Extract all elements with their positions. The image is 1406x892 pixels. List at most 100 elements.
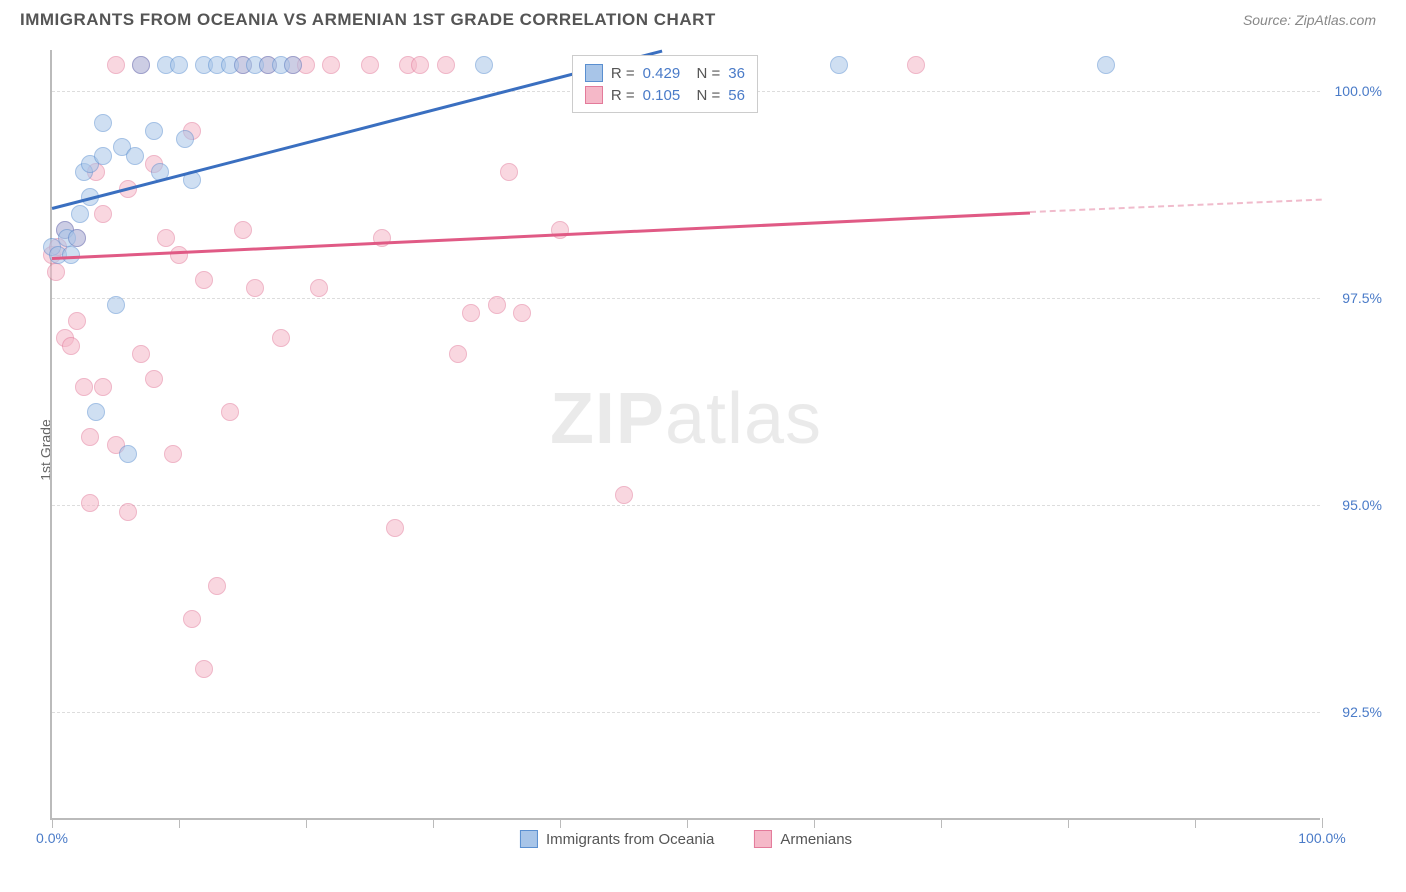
x-tick — [687, 818, 688, 828]
data-point — [107, 296, 125, 314]
data-point — [475, 56, 493, 74]
data-point — [373, 229, 391, 247]
stats-row: R = 0.429 N = 36 — [585, 62, 745, 84]
chart-title: IMMIGRANTS FROM OCEANIA VS ARMENIAN 1ST … — [20, 10, 716, 30]
data-point — [157, 229, 175, 247]
data-point — [437, 56, 455, 74]
data-point — [68, 312, 86, 330]
data-point — [81, 494, 99, 512]
legend-item: Immigrants from Oceania — [520, 830, 714, 848]
data-point — [81, 428, 99, 446]
x-tick — [179, 818, 180, 828]
legend-swatch — [754, 830, 772, 848]
stat-r-value: 0.429 — [643, 65, 681, 82]
x-tick — [560, 818, 561, 828]
legend-label: Immigrants from Oceania — [546, 831, 714, 848]
data-point — [195, 271, 213, 289]
watermark-light: atlas — [665, 379, 822, 459]
data-point — [284, 56, 302, 74]
data-point — [75, 378, 93, 396]
trend-line — [1030, 199, 1322, 213]
data-point — [164, 445, 182, 463]
data-point — [170, 56, 188, 74]
data-point — [145, 122, 163, 140]
data-point — [830, 56, 848, 74]
data-point — [94, 114, 112, 132]
plot-area: ZIPatlas 92.5%95.0%97.5%100.0%0.0%100.0%… — [50, 50, 1320, 820]
x-tick — [941, 818, 942, 828]
x-tick — [52, 818, 53, 828]
gridline — [52, 505, 1320, 506]
data-point — [170, 246, 188, 264]
x-tick-label: 0.0% — [36, 830, 68, 846]
data-point — [907, 56, 925, 74]
data-point — [221, 403, 239, 421]
x-tick — [433, 818, 434, 828]
data-point — [310, 279, 328, 297]
data-point — [126, 147, 144, 165]
data-point — [615, 486, 633, 504]
y-tick-label: 100.0% — [1335, 83, 1382, 99]
x-tick — [1322, 818, 1323, 828]
legend-swatch — [585, 86, 603, 104]
data-point — [183, 610, 201, 628]
data-point — [551, 221, 569, 239]
data-point — [462, 304, 480, 322]
data-point — [513, 304, 531, 322]
stat-n-label: N = — [688, 87, 720, 104]
data-point — [94, 147, 112, 165]
x-tick — [814, 818, 815, 828]
trend-line — [52, 211, 1030, 259]
x-tick-label: 100.0% — [1298, 830, 1345, 846]
data-point — [119, 503, 137, 521]
legend-swatch — [585, 64, 603, 82]
chart-container: 1st Grade ZIPatlas 92.5%95.0%97.5%100.0%… — [20, 40, 1390, 860]
data-point — [1097, 56, 1115, 74]
y-tick-label: 92.5% — [1342, 704, 1382, 720]
source-attribution: Source: ZipAtlas.com — [1243, 12, 1376, 28]
stats-box: R = 0.429 N = 36R = 0.105 N = 56 — [572, 55, 758, 113]
x-tick — [1195, 818, 1196, 828]
stat-r-label: R = — [611, 87, 635, 104]
stat-n-value: 36 — [728, 65, 745, 82]
data-point — [449, 345, 467, 363]
legend-item: Armenians — [754, 830, 852, 848]
data-point — [195, 660, 213, 678]
data-point — [47, 263, 65, 281]
stats-row: R = 0.105 N = 56 — [585, 84, 745, 106]
data-point — [488, 296, 506, 314]
data-point — [322, 56, 340, 74]
data-point — [119, 445, 137, 463]
stat-r-label: R = — [611, 65, 635, 82]
stat-n-label: N = — [688, 65, 720, 82]
x-tick — [306, 818, 307, 828]
x-tick — [1068, 818, 1069, 828]
stat-n-value: 56 — [728, 87, 745, 104]
data-point — [62, 337, 80, 355]
legend-swatch — [520, 830, 538, 848]
data-point — [71, 205, 89, 223]
data-point — [87, 403, 105, 421]
data-point — [411, 56, 429, 74]
data-point — [132, 345, 150, 363]
legend: Immigrants from Oceania Armenians — [520, 830, 852, 848]
data-point — [500, 163, 518, 181]
data-point — [246, 279, 264, 297]
y-tick-label: 97.5% — [1342, 290, 1382, 306]
data-point — [272, 329, 290, 347]
data-point — [94, 378, 112, 396]
watermark: ZIPatlas — [550, 378, 822, 460]
data-point — [145, 370, 163, 388]
gridline — [52, 298, 1320, 299]
data-point — [208, 577, 226, 595]
watermark-bold: ZIP — [550, 379, 665, 459]
trend-line — [52, 50, 662, 210]
data-point — [68, 229, 86, 247]
data-point — [132, 56, 150, 74]
data-point — [234, 221, 252, 239]
data-point — [386, 519, 404, 537]
data-point — [176, 130, 194, 148]
stat-r-value: 0.105 — [643, 87, 681, 104]
gridline — [52, 712, 1320, 713]
legend-label: Armenians — [780, 831, 852, 848]
